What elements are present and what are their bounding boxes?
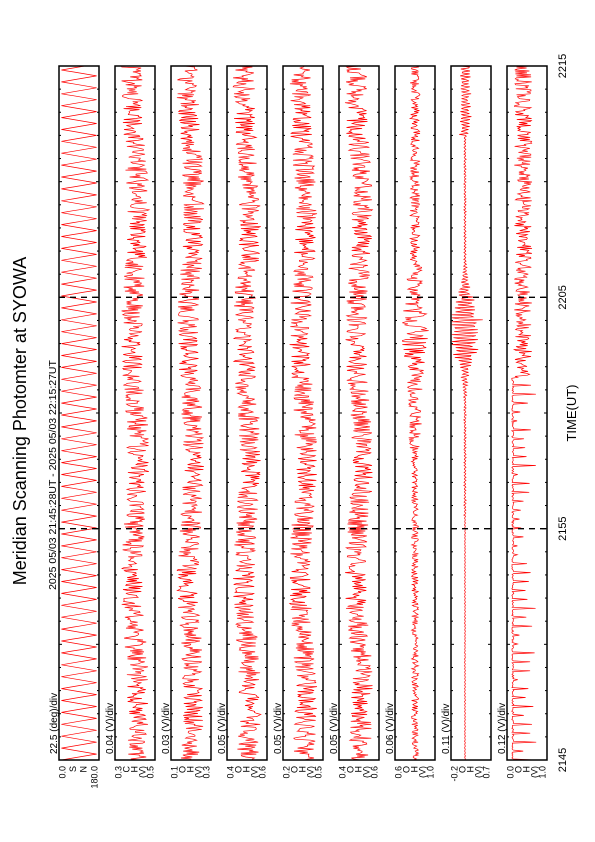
x-axis-label: TIME(UT): [564, 384, 579, 441]
y-tick-label: (V): [193, 766, 203, 778]
y-tick-label: 0.5: [145, 766, 155, 779]
y-tick-label: (V): [361, 766, 371, 778]
y-tick-label: O: [457, 766, 467, 773]
series-line: [344, 65, 374, 761]
y-tick-label: 180.0: [89, 766, 99, 789]
y-tick-label: H: [409, 766, 419, 773]
y-tick-label: 0.6: [257, 766, 267, 779]
y-tick-label: H: [521, 766, 531, 773]
y-tick-label: N: [79, 766, 89, 773]
y-tick-label: 0.1: [169, 766, 179, 779]
series-line: [510, 65, 537, 761]
y-tick-label: 0.0: [505, 766, 515, 779]
panel: 0.05 (V)/div 0.2OH(V)0.5: [273, 65, 324, 779]
chart-subtitle: 2025 05/03 21:45:28UT - 2025 05/03 22:15…: [47, 360, 59, 590]
series-line: [176, 65, 205, 761]
panel: 22.5 (deg)/div 0.0 S N 180.0: [49, 65, 100, 789]
panel: 0.11 (V)/div -0.2OH(V)0.7: [441, 65, 492, 782]
series-line: [232, 65, 262, 761]
x-tick-labels: 2145 2155 2205 2215: [557, 54, 569, 772]
x-tick-label: 2205: [557, 285, 569, 309]
y-tick-label: H: [297, 766, 307, 773]
y-tick-label: 1.0: [425, 766, 435, 779]
series-line: [121, 65, 151, 761]
y-tick-label: O: [345, 766, 355, 773]
x-tick-label: 2145: [557, 748, 569, 772]
panel-scale-label: 0.05 (V)/div: [217, 703, 228, 754]
y-tick-label: (V): [249, 766, 259, 778]
panel-frame: [114, 65, 156, 761]
panel: 0.04 (V)/div 0.3CH(V)0.5: [105, 65, 156, 779]
panel-frame: [450, 65, 492, 761]
panel-scale-label: 0.11 (V)/div: [441, 704, 452, 754]
x-tick-label: 2155: [557, 516, 569, 540]
series-line: [61, 65, 97, 761]
panel-scale-label: 0.05 (V)/div: [273, 703, 284, 754]
chart-title: Meridian Scanning Photomter at SYOWA: [10, 257, 30, 585]
y-tick-label: O: [513, 766, 523, 773]
y-tick-label: 0.4: [337, 766, 347, 779]
series-line: [451, 65, 483, 761]
y-tick-label: O: [401, 766, 411, 773]
y-tick-label: -0.2: [449, 766, 459, 782]
y-tick-label: (V): [529, 766, 539, 778]
y-tick-label: O: [233, 766, 243, 773]
x-tick-label: 2215: [557, 54, 569, 78]
y-tick-label: C: [121, 766, 131, 773]
y-tick-label: 0.0: [57, 766, 67, 779]
panel-scale-label: 0.06 (V)/div: [385, 703, 396, 754]
y-tick-label: 0.3: [113, 766, 123, 779]
y-tick-label: 0.3: [201, 766, 211, 779]
y-tick-label: H: [129, 766, 139, 773]
y-tick-label: (V): [305, 766, 315, 778]
y-tick-label: (V): [473, 766, 483, 778]
y-tick-label: (V): [137, 766, 147, 778]
y-tick-label: H: [465, 766, 475, 773]
y-tick-label: 1.0: [537, 766, 547, 779]
y-tick-label: S: [68, 766, 78, 772]
y-tick-label: 0.6: [393, 766, 403, 779]
y-tick-label: H: [185, 766, 195, 773]
panel: 0.03 (V)/div 0.1OH(V)0.3: [161, 65, 212, 779]
panel: 0.05 (V)/div 0.4OH(V)0.6: [217, 65, 268, 779]
series-line: [288, 65, 318, 761]
y-tick-label: 0.7: [481, 766, 491, 779]
series-line: [401, 65, 429, 761]
panel-scale-label: 0.04 (V)/div: [105, 703, 116, 754]
y-tick-label: 0.6: [369, 766, 379, 779]
y-tick-label: 0.5: [313, 766, 323, 779]
panel: 0.05 (V)/div 0.4OH(V)0.6: [329, 65, 380, 779]
y-tick-label: 0.4: [225, 766, 235, 779]
panel: 0.06 (V)/div 0.6OH(V)1.0: [385, 65, 436, 779]
panel-scale-label: 0.12 (V)/div: [497, 703, 508, 754]
panel-scale-label: 0.05 (V)/div: [329, 703, 340, 754]
y-tick-label: O: [177, 766, 187, 773]
y-tick-label: (V): [417, 766, 427, 778]
y-tick-label: H: [353, 766, 363, 773]
panel-scale-label: 22.5 (deg)/div: [49, 693, 60, 754]
y-tick-label: O: [289, 766, 299, 773]
panel: 0.12 (V)/div 0.0OH(V)1.0: [497, 65, 548, 779]
panel-scale-label: 0.03 (V)/div: [161, 703, 172, 754]
panel-frame: [338, 65, 380, 761]
y-tick-label: H: [241, 766, 251, 773]
y-tick-label: 0.2: [281, 766, 291, 779]
